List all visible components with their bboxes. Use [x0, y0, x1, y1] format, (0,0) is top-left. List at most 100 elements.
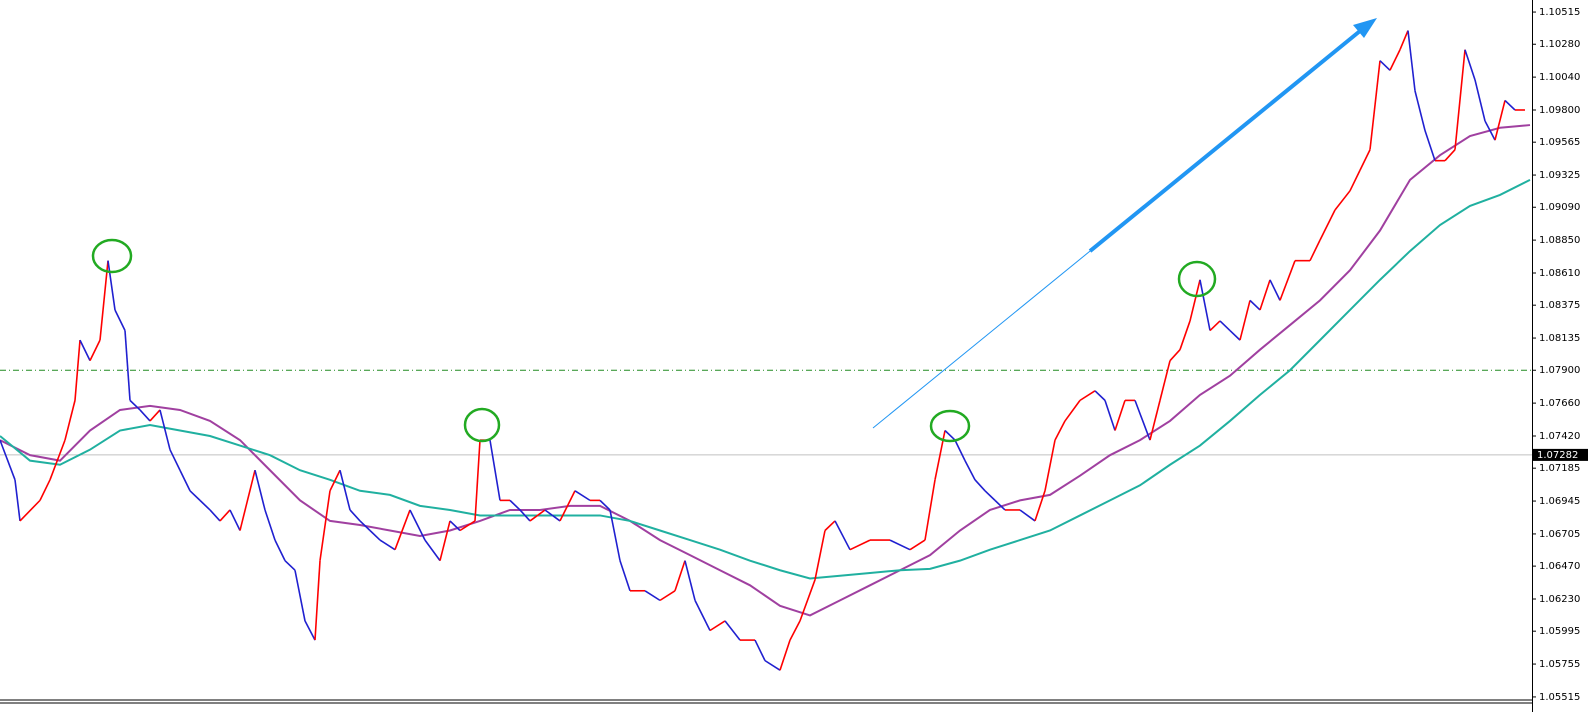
price-segment — [619, 560, 631, 592]
price-segment — [1349, 169, 1361, 192]
price-segment — [209, 509, 221, 522]
price-segment — [314, 560, 321, 641]
price-segment — [834, 520, 851, 551]
price-segment — [889, 539, 911, 551]
y-tick-label: 1.08850 — [1539, 235, 1580, 246]
price-segment — [1239, 300, 1251, 341]
price-segment — [984, 490, 996, 501]
price-segment — [954, 439, 966, 461]
price-segment — [764, 659, 781, 671]
price-segment — [1199, 279, 1211, 331]
price-segment — [1034, 490, 1046, 522]
price-segment — [779, 639, 791, 671]
price-segment — [1319, 209, 1336, 241]
y-tick-label: 1.05995 — [1539, 626, 1580, 637]
price-segment — [254, 470, 266, 511]
moving-average — [0, 124, 1531, 617]
price-segment — [1484, 120, 1496, 141]
price-segment — [799, 579, 816, 622]
price-segment — [1134, 400, 1151, 441]
price-segment — [264, 509, 276, 541]
current-price-box — [1533, 448, 1588, 461]
price-segment — [964, 460, 976, 481]
y-tick-label: 1.08610 — [1539, 268, 1580, 279]
price-segment — [139, 409, 151, 422]
price-segment — [544, 509, 561, 522]
price-segment — [1079, 390, 1096, 402]
price-segment — [449, 520, 461, 532]
price-segment — [1104, 400, 1116, 431]
price-segment — [474, 440, 481, 521]
price-segment — [74, 340, 81, 401]
price-segment — [1229, 329, 1241, 341]
price-segment — [19, 499, 41, 522]
price-segment — [107, 260, 116, 311]
y-tick-label: 1.09565 — [1539, 137, 1580, 148]
price-segment — [1494, 100, 1506, 141]
y-tick-label: 1.06230 — [1539, 594, 1580, 605]
price-segment — [1259, 279, 1271, 311]
price-segment — [409, 509, 426, 541]
y-tick-label: 1.08135 — [1539, 333, 1580, 344]
price-segment — [724, 620, 741, 641]
price-segment — [659, 590, 676, 602]
y-tick-label: 1.05755 — [1539, 659, 1580, 670]
price-segment — [1444, 149, 1456, 162]
price-segment — [994, 499, 1006, 511]
trend-arrow-thick — [871, 29, 1362, 430]
plot — [0, 30, 1532, 671]
y-tick-label: 1.09090 — [1539, 202, 1580, 213]
price-segment — [219, 509, 231, 522]
y-tick-label: 1.06470 — [1539, 561, 1580, 572]
high-circle — [929, 409, 971, 443]
price-segment — [179, 469, 191, 492]
price-segment — [789, 620, 801, 641]
price-segment — [519, 509, 531, 522]
price-segment — [1209, 320, 1221, 332]
price-segment — [1399, 30, 1409, 51]
price-segment — [394, 509, 411, 550]
price-segment — [1269, 279, 1281, 301]
price-segment — [129, 399, 141, 411]
price-segment — [1369, 60, 1381, 150]
arrow-head — [1353, 18, 1377, 38]
price-segment — [274, 539, 286, 561]
price-segment — [529, 509, 546, 522]
price-segment — [149, 409, 161, 422]
price-segment — [489, 439, 501, 501]
price-segment — [1054, 420, 1066, 441]
y-tick-label: 1.07185 — [1539, 463, 1580, 474]
y-tick-label: 1.07420 — [1539, 431, 1580, 442]
price-segment — [1474, 79, 1486, 122]
price-segment — [79, 339, 91, 362]
price-segment — [294, 570, 306, 622]
price-segment — [239, 470, 256, 531]
price-segment — [1407, 30, 1416, 91]
price-segment — [574, 490, 591, 502]
price-segment — [1454, 49, 1466, 150]
price-segment — [304, 620, 316, 641]
price-segment — [509, 499, 521, 511]
price-segment — [1389, 49, 1401, 71]
price-segment — [89, 339, 101, 362]
price-segment — [339, 470, 351, 511]
price-segment — [424, 539, 441, 562]
price-segment — [974, 479, 986, 492]
y-tick-label: 1.06945 — [1539, 496, 1580, 507]
price-segment — [124, 330, 131, 401]
price-segment — [189, 490, 201, 501]
price-segment — [1159, 360, 1171, 401]
price-segment — [694, 600, 711, 631]
price-segment — [1219, 320, 1231, 332]
price-segment — [114, 309, 126, 331]
high-circle — [463, 407, 501, 443]
y-tick-label: 1.09800 — [1539, 105, 1580, 116]
price-segment — [1359, 149, 1371, 171]
price-segment — [1309, 239, 1321, 262]
price-segment — [1464, 49, 1476, 81]
y-tick-label: 1.05515 — [1539, 692, 1580, 703]
price-segment — [1189, 279, 1201, 322]
price-segment — [229, 509, 241, 531]
price-segment — [1379, 60, 1391, 71]
price-segment — [379, 539, 396, 551]
